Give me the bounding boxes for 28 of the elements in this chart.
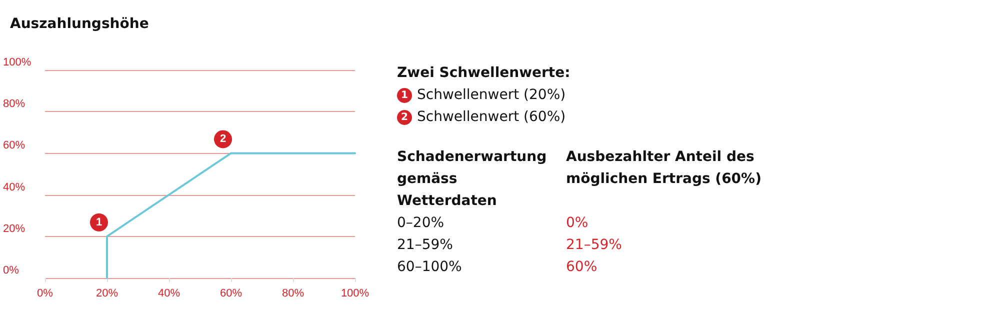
text: 0% bbox=[566, 214, 590, 233]
text: 60–100% bbox=[397, 258, 463, 277]
text: 1 bbox=[401, 90, 408, 101]
x-tick-label: 60% bbox=[220, 288, 242, 300]
chart-title: Auszahlungshöhe bbox=[10, 16, 149, 32]
text: 0–20% bbox=[397, 214, 446, 233]
annotation: 1 bbox=[96, 216, 102, 228]
text: Schadenerwartung gemäss Wetterdaten bbox=[397, 148, 548, 211]
text: 21–59% bbox=[566, 236, 623, 255]
text: 2 bbox=[401, 112, 408, 123]
y-tick-label: 0% bbox=[3, 264, 20, 276]
x-tick-label: 0% bbox=[37, 288, 54, 300]
y-tick-label: 80% bbox=[3, 98, 26, 110]
text: Schwellenwert (20%) bbox=[417, 87, 566, 103]
x-tick-label: 80% bbox=[282, 288, 304, 300]
text: 60% bbox=[566, 258, 598, 277]
text: 21–59% bbox=[397, 236, 454, 255]
x-tick-label: 20% bbox=[96, 288, 118, 300]
y-tick-label: 60% bbox=[3, 140, 26, 152]
text: Zwei Schwellenwerte: bbox=[397, 64, 572, 83]
text: Schwellenwert (60%) bbox=[417, 109, 566, 125]
y-tick-label: 40% bbox=[3, 181, 26, 194]
y-tick-label: 20% bbox=[3, 222, 26, 235]
x-tick-label: 100% bbox=[340, 288, 370, 300]
x-tick-label: 40% bbox=[158, 288, 180, 300]
annotation: 2 bbox=[220, 133, 226, 146]
text: Ausbezahlter Anteil des möglichen Ertrags (60%) bbox=[566, 148, 762, 189]
y-tick-label: 100% bbox=[3, 56, 32, 68]
